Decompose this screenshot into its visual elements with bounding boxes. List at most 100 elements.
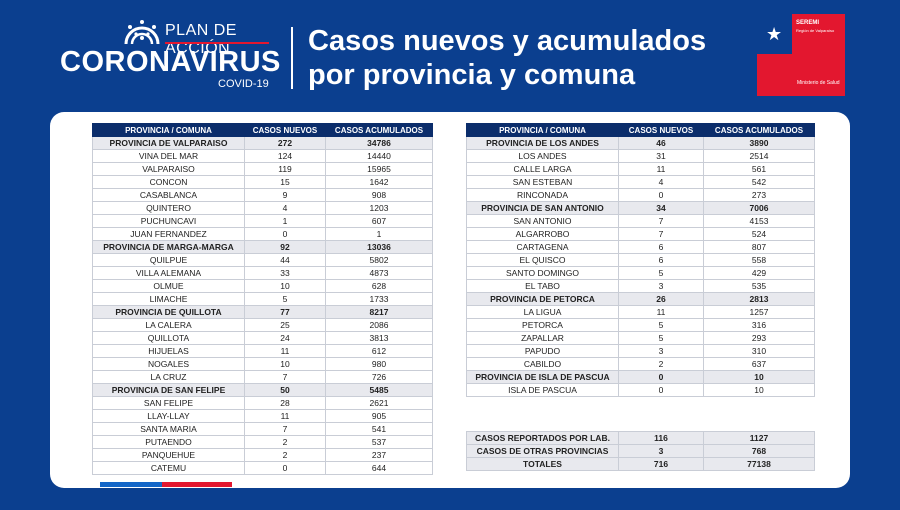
row-acumulados: 429 xyxy=(703,266,815,280)
row-name: TOTALES xyxy=(466,457,619,471)
row-nuevos: 28 xyxy=(244,396,326,410)
coronavirus-label: CORONAVIRUS xyxy=(60,46,281,78)
row-name: CASOS DE OTRAS PROVINCIAS xyxy=(466,444,619,458)
row-name: PROVINCIA DE SAN ANTONIO xyxy=(466,201,619,215)
row-name: PROVINCIA DE VALPARAISO xyxy=(92,136,245,150)
row-name: CONCON xyxy=(92,175,245,189)
header-nuevos: CASOS NUEVOS xyxy=(244,123,326,137)
table-row: CASOS REPORTADOS POR LAB. 116 1127 xyxy=(466,431,815,445)
province-row: PROVINCIA DE VALPARAISO 272 34786 xyxy=(92,136,433,150)
table-row: PUCHUNCAVI 1 607 xyxy=(92,214,433,228)
row-nuevos: 5 xyxy=(618,318,704,332)
row-nuevos: 15 xyxy=(244,175,326,189)
row-acumulados: 8217 xyxy=(325,305,433,319)
row-name: PUTAENDO xyxy=(92,435,245,449)
row-nuevos: 3 xyxy=(618,344,704,358)
row-acumulados: 2514 xyxy=(703,149,815,163)
table-row: RINCONADA 0 273 xyxy=(466,188,815,202)
row-acumulados: 10 xyxy=(703,370,815,384)
table-row: ZAPALLAR 5 293 xyxy=(466,331,815,345)
table-row: VILLA ALEMANA 33 4873 xyxy=(92,266,433,280)
row-nuevos: 50 xyxy=(244,383,326,397)
row-acumulados: 316 xyxy=(703,318,815,332)
row-nuevos: 116 xyxy=(618,431,704,445)
header-acumulados: CASOS ACUMULADOS xyxy=(703,123,815,137)
table-row: PANQUEHUE 2 237 xyxy=(92,448,433,462)
header-nuevos: CASOS NUEVOS xyxy=(618,123,704,137)
table-row: JUAN FERNANDEZ 0 1 xyxy=(92,227,433,241)
virus-icon xyxy=(124,20,160,45)
row-nuevos: 77 xyxy=(244,305,326,319)
province-row: PROVINCIA DE MARGA-MARGA 92 13036 xyxy=(92,240,433,254)
row-name: PETORCA xyxy=(466,318,619,332)
table-row: ALGARROBO 7 524 xyxy=(466,227,815,241)
plan-coronavirus-logo: PLAN DE ACCIÓN CORONAVIRUS COVID-19 xyxy=(60,18,280,92)
row-name: PROVINCIA DE MARGA-MARGA xyxy=(92,240,245,254)
row-acumulados: 628 xyxy=(325,279,433,293)
row-nuevos: 11 xyxy=(244,344,326,358)
row-nuevos: 124 xyxy=(244,149,326,163)
table-row: CALLE LARGA 11 561 xyxy=(466,162,815,176)
row-acumulados: 293 xyxy=(703,331,815,345)
row-name: EL TABO xyxy=(466,279,619,293)
row-nuevos: 2 xyxy=(618,357,704,371)
table-row: ISLA DE PASCUA 0 10 xyxy=(466,383,815,397)
seremi-region: Región de Valparaíso xyxy=(796,28,835,33)
row-name: ALGARROBO xyxy=(466,227,619,241)
row-name: LA CRUZ xyxy=(92,370,245,384)
row-name: LIMACHE xyxy=(92,292,245,306)
row-name: SAN ANTONIO xyxy=(466,214,619,228)
covid-label: COVID-19 xyxy=(218,78,269,90)
row-name: CARTAGENA xyxy=(466,240,619,254)
table-row: CATEMU 0 644 xyxy=(92,461,433,475)
row-acumulados: 558 xyxy=(703,253,815,267)
row-name: PROVINCIA DE SAN FELIPE xyxy=(92,383,245,397)
row-nuevos: 7 xyxy=(244,370,326,384)
row-name: QUINTERO xyxy=(92,201,245,215)
row-acumulados: 3890 xyxy=(703,136,815,150)
table-row: SANTA MARIA 7 541 xyxy=(92,422,433,436)
row-acumulados: 5485 xyxy=(325,383,433,397)
row-name: LA CALERA xyxy=(92,318,245,332)
row-nuevos: 0 xyxy=(618,188,704,202)
row-acumulados: 1127 xyxy=(703,431,815,445)
table-row: LA CALERA 25 2086 xyxy=(92,318,433,332)
row-acumulados: 2086 xyxy=(325,318,433,332)
province-row: PROVINCIA DE PETORCA 26 2813 xyxy=(466,292,815,306)
row-nuevos: 4 xyxy=(618,175,704,189)
row-nuevos: 92 xyxy=(244,240,326,254)
row-nuevos: 7 xyxy=(244,422,326,436)
left-table: PROVINCIA / COMUNA CASOS NUEVOS CASOS AC… xyxy=(92,123,433,475)
row-name: ZAPALLAR xyxy=(466,331,619,345)
row-nuevos: 2 xyxy=(244,448,326,462)
row-acumulados: 537 xyxy=(325,435,433,449)
row-nuevos: 4 xyxy=(244,201,326,215)
header-provincia: PROVINCIA / COMUNA xyxy=(92,123,245,137)
row-acumulados: 2813 xyxy=(703,292,815,306)
row-name: EL QUISCO xyxy=(466,253,619,267)
row-name: PUCHUNCAVI xyxy=(92,214,245,228)
province-row: PROVINCIA DE SAN FELIPE 50 5485 xyxy=(92,383,433,397)
table-row: EL QUISCO 6 558 xyxy=(466,253,815,267)
table-row: LOS ANDES 31 2514 xyxy=(466,149,815,163)
province-row: PROVINCIA DE ISLA DE PASCUA 0 10 xyxy=(466,370,815,384)
row-acumulados: 1733 xyxy=(325,292,433,306)
row-acumulados: 273 xyxy=(703,188,815,202)
row-acumulados: 612 xyxy=(325,344,433,358)
table-row: PAPUDO 3 310 xyxy=(466,344,815,358)
seremi-logo: ★ SEREMI Región de Valparaíso Ministerio… xyxy=(757,14,845,96)
table-row: CARTAGENA 6 807 xyxy=(466,240,815,254)
row-nuevos: 0 xyxy=(618,383,704,397)
row-acumulados: 607 xyxy=(325,214,433,228)
table-row: LA LIGUA 11 1257 xyxy=(466,305,815,319)
table-row: SAN FELIPE 28 2621 xyxy=(92,396,433,410)
table-row: EL TABO 3 535 xyxy=(466,279,815,293)
table-row: TOTALES 716 77138 xyxy=(466,457,815,471)
row-nuevos: 3 xyxy=(618,444,704,458)
page-title: Casos nuevos y acumulados por provincia … xyxy=(308,24,706,92)
row-name: SAN ESTEBAN xyxy=(466,175,619,189)
header-divider xyxy=(291,27,293,89)
row-nuevos: 0 xyxy=(618,370,704,384)
row-name: OLMUE xyxy=(92,279,245,293)
row-acumulados: 1642 xyxy=(325,175,433,189)
